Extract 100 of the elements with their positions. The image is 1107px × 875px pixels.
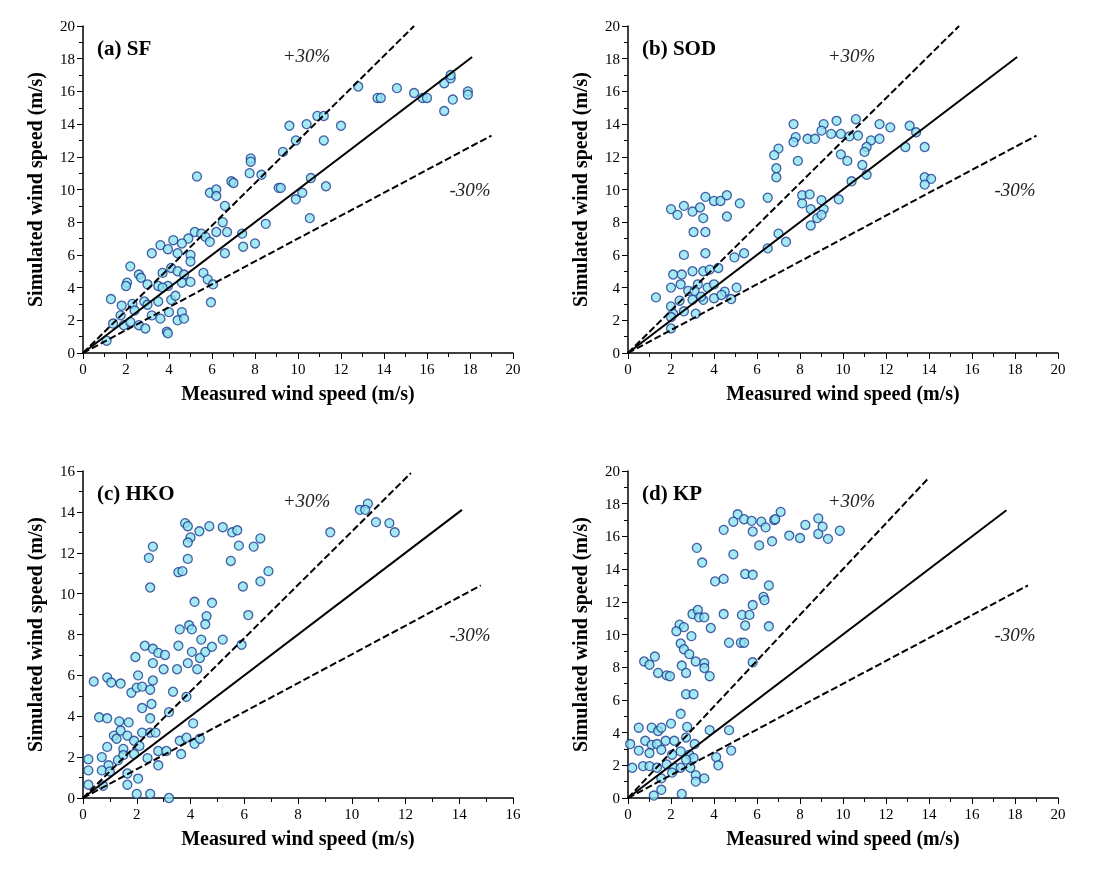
y-tick-label: 10 (60, 585, 75, 602)
x-tick-label: 4 (710, 805, 719, 822)
y-tick-label: 6 (612, 246, 621, 263)
x-tick-label: 16 (964, 360, 980, 377)
y-tick-label: 20 (605, 463, 620, 479)
text: (b) SOD (642, 35, 717, 60)
y-tick-label: 14 (605, 561, 621, 578)
x-tick-label: 18 (1007, 805, 1023, 822)
y-axis-title: Simulated wind speed (m/s) (24, 71, 47, 308)
x-tick-label: 8 (796, 805, 804, 822)
y-tick-label: 14 (60, 116, 76, 133)
x-tick-label: 8 (294, 805, 302, 822)
y-tick-label: 12 (605, 148, 620, 165)
y-tick-label: 16 (605, 528, 621, 545)
x-tick-label: 6 (208, 360, 217, 377)
x-tick-label: 12 (333, 360, 349, 377)
y-tick-label: 4 (67, 279, 76, 296)
annotation: +30% (282, 489, 331, 511)
y-tick-label: 16 (60, 463, 76, 479)
text: (d) KP (642, 480, 703, 505)
x-tick-label: 8 (796, 360, 804, 377)
y-tick-label: 0 (67, 790, 75, 806)
x-axis-title: Measured wind speed (m/s) (181, 382, 415, 405)
y-tick-label: 2 (67, 312, 75, 329)
y-tick-label: 12 (605, 593, 620, 610)
x-axis-title: Measured wind speed (m/s) (726, 827, 960, 850)
x-tick-label: 10 (290, 360, 306, 377)
x-tick-label: 12 (878, 805, 894, 822)
y-tick-label: 10 (605, 626, 620, 643)
y-tick-label: 6 (67, 667, 76, 684)
x-axis-title: Measured wind speed (m/s) (726, 382, 960, 405)
x-tick-label: 10 (344, 805, 360, 822)
y-tick-label: 12 (60, 544, 75, 561)
y-tick-label: 14 (605, 116, 621, 133)
y-tick-label: 2 (612, 757, 620, 774)
y-tick-label: 10 (605, 181, 620, 198)
y-tick-label: 0 (67, 345, 75, 361)
x-tick-label: 14 (921, 360, 937, 377)
x-tick-label: 16 (419, 360, 435, 377)
x-tick-label: 20 (1050, 360, 1066, 377)
annotation: +30% (282, 44, 331, 66)
x-tick-label: 12 (878, 360, 894, 377)
annotation: -30% (449, 179, 491, 200)
y-tick-label: 4 (67, 708, 76, 725)
y-tick-label: 6 (612, 691, 621, 708)
x-tick-label: 10 (835, 805, 851, 822)
y-tick-label: 16 (60, 83, 76, 100)
x-tick-label: 0 (79, 360, 87, 377)
chart-title: (c) HKO (97, 480, 175, 505)
x-axis-title: Measured wind speed (m/s) (181, 827, 415, 850)
x-tick-label: 4 (710, 360, 719, 377)
x-tick-label: 16 (505, 805, 521, 822)
y-tick-label: 10 (60, 181, 75, 198)
x-tick-label: 0 (624, 360, 632, 377)
x-tick-label: 6 (240, 805, 249, 822)
y-tick-label: 2 (612, 312, 620, 329)
annotation: -30% (994, 179, 1036, 200)
y-tick-label: 8 (612, 214, 620, 231)
y-tick-label: 6 (67, 246, 76, 263)
x-tick-label: 14 (921, 805, 937, 822)
x-tick-label: 18 (462, 360, 478, 377)
y-tick-label: 0 (612, 345, 620, 361)
annotation: -30% (994, 624, 1036, 645)
y-tick-label: 8 (612, 659, 620, 676)
x-tick-label: 2 (133, 805, 141, 822)
y-tick-label: 8 (67, 214, 75, 231)
y-tick-label: 4 (612, 279, 621, 296)
x-tick-label: 16 (964, 805, 980, 822)
x-tick-label: 6 (753, 805, 762, 822)
x-tick-label: 8 (251, 360, 259, 377)
y-tick-label: 16 (605, 83, 621, 100)
x-tick-label: 12 (398, 805, 413, 822)
y-tick-label: 8 (67, 626, 75, 643)
x-tick-label: 2 (122, 360, 130, 377)
x-tick-label: 2 (667, 360, 675, 377)
y-tick-label: 18 (605, 495, 620, 512)
y-axis-title: Simulated wind speed (m/s) (569, 516, 592, 753)
y-tick-label: 4 (612, 724, 621, 741)
x-tick-label: 4 (186, 805, 195, 822)
x-tick-label: 0 (79, 805, 87, 822)
x-tick-label: 6 (753, 360, 762, 377)
y-tick-label: 18 (60, 50, 75, 67)
y-axis-title: Simulated wind speed (m/s) (569, 71, 592, 308)
annotation: +30% (827, 489, 876, 511)
x-tick-label: 18 (1007, 360, 1023, 377)
y-tick-label: 2 (67, 749, 75, 766)
x-tick-label: 14 (376, 360, 392, 377)
y-tick-label: 12 (60, 148, 75, 165)
text: (a) SF (97, 35, 152, 60)
x-tick-label: 14 (451, 805, 468, 822)
x-tick-label: 20 (1050, 805, 1066, 822)
y-tick-label: 0 (612, 790, 620, 806)
x-tick-label: 20 (505, 360, 521, 377)
x-tick-label: 10 (835, 360, 851, 377)
x-tick-label: 0 (624, 805, 632, 822)
annotation: -30% (449, 624, 491, 645)
y-tick-label: 20 (605, 18, 620, 34)
y-axis-title: Simulated wind speed (m/s) (24, 516, 47, 753)
annotation: +30% (827, 44, 876, 66)
x-tick-label: 4 (165, 360, 174, 377)
